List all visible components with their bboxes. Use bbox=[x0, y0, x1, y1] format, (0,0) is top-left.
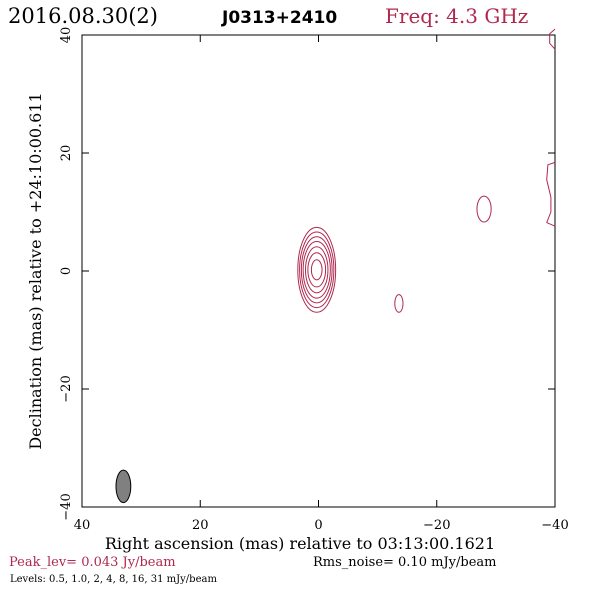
observation-date: 2016.08.30(2) bbox=[8, 4, 158, 28]
edge-contour bbox=[546, 161, 556, 227]
x-tick-label: 20 bbox=[192, 518, 209, 533]
contour-layer bbox=[115, 28, 556, 504]
contour-ellipse bbox=[299, 231, 335, 309]
plot-frame bbox=[81, 34, 556, 508]
beam-ellipse bbox=[115, 469, 132, 504]
contour-ellipse bbox=[476, 195, 492, 223]
contour-ellipse bbox=[310, 259, 323, 281]
x-axis-label: Right ascension (mas) relative to 03:13:… bbox=[105, 534, 495, 553]
contour-ellipse bbox=[394, 294, 404, 313]
y-tick-label: −40 bbox=[59, 493, 74, 520]
frequency-label: Freq: 4.3 GHz bbox=[385, 4, 528, 28]
axis-ticks: 40 20 0 −20 −40 −40 −20 0 20 40 bbox=[59, 27, 569, 533]
y-tick-label: −20 bbox=[59, 375, 74, 402]
y-axis-label: Declination (mas) relative to +24:10:00.… bbox=[26, 92, 45, 449]
rms-noise: Rms_noise= 0.10 mJy/beam bbox=[313, 555, 496, 570]
x-tick-label: 0 bbox=[314, 518, 322, 533]
peak-level: Peak_lev= 0.043 Jy/beam bbox=[9, 555, 176, 570]
contour-ellipse bbox=[304, 246, 329, 294]
contour-levels: Levels: 0.5, 1.0, 2, 4, 8, 16, 31 mJy/be… bbox=[10, 574, 217, 585]
edge-contour bbox=[549, 28, 556, 50]
x-tick-label: −20 bbox=[423, 518, 450, 533]
contour-ellipse bbox=[297, 226, 337, 313]
y-tick-label: 40 bbox=[59, 27, 74, 44]
x-tick-label: 40 bbox=[74, 518, 91, 533]
contour-ellipse bbox=[307, 252, 327, 288]
source-name: J0313+2410 bbox=[221, 8, 337, 28]
contour-ellipse bbox=[300, 236, 333, 304]
contour-ellipse bbox=[302, 241, 331, 299]
y-tick-label: 0 bbox=[59, 267, 74, 275]
x-tick-label: −40 bbox=[541, 518, 568, 533]
y-tick-label: 20 bbox=[59, 145, 74, 162]
